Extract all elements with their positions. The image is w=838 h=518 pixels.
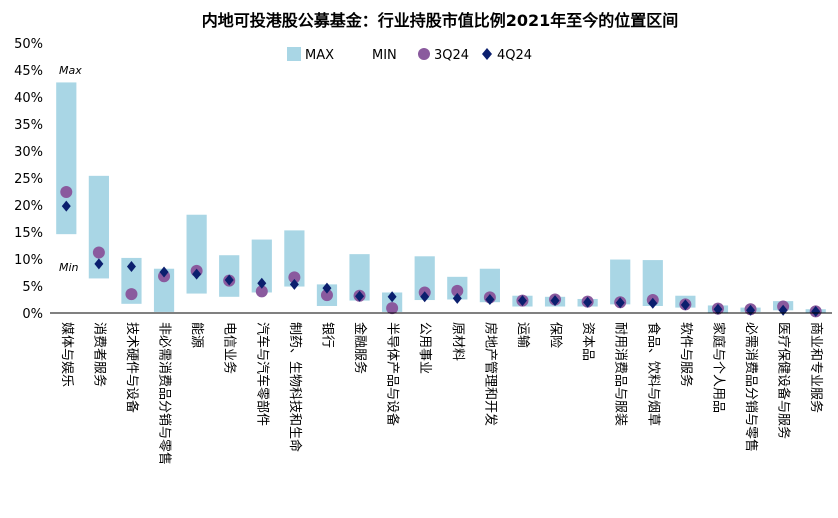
legend-3q24-label: 3Q24 [434,48,469,63]
category-label: 汽车与汽车零部件 [254,322,270,426]
point-markers [60,186,822,318]
category-label: 必需消费品分销与零售 [743,322,759,452]
category-label: 房地产管理和开发 [482,322,498,426]
y-tick-label: 40% [14,91,43,106]
point-4q24 [550,295,560,307]
point-4q24 [713,303,723,315]
legend: MAX MIN 3Q24 4Q24 [287,47,532,63]
point-4q24 [192,268,202,280]
category-label: 商业和专业服务 [808,322,824,413]
point-3q24 [386,302,399,315]
range-bar [153,268,175,312]
category-label: 耐用消费品与服装 [613,322,628,426]
category-labels: 媒体与娱乐 消费者服务 技术硬件与设备 非必需消费品分销与零售 能源 电信业务 汽车与汽车零… [59,322,824,465]
category-label: 食品、饮料与烟草 [645,322,661,426]
point-4q24 [61,200,71,212]
category-label: 银行 [319,322,334,348]
range-bar [642,260,663,306]
point-4q24 [811,305,821,317]
point-4q24 [517,295,527,307]
category-label: 半导体产品与设备 [385,322,401,426]
category-label: 资本品 [580,322,595,361]
y-tick-label: 5% [22,280,43,295]
range-bar [284,230,305,287]
category-label: 原材料 [450,322,465,361]
point-3q24 [320,289,333,302]
category-label: 家庭与个人用品 [710,322,726,413]
range-bar [349,254,370,301]
point-4q24 [126,261,136,273]
category-label: 医疗保健设备与服务 [776,322,792,439]
range-bars [56,82,826,313]
category-label: 消费者服务 [91,322,107,387]
category-label: 公用事业 [417,322,432,374]
point-4q24 [387,291,397,303]
y-tick-label: 35% [14,118,43,133]
y-tick-label: 20% [14,199,43,214]
range-bar [56,82,77,235]
legend-4q24-label: 4Q24 [497,48,532,63]
y-tick-label: 45% [14,64,43,79]
point-3q24 [60,186,73,199]
point-4q24 [257,277,267,289]
legend-max-label: MAX [305,48,334,63]
range-bar [414,256,435,301]
point-4q24 [583,296,593,308]
point-4q24 [648,297,658,309]
y-tick-label: 10% [14,253,43,268]
category-label: 软件与服务 [678,322,694,387]
range-bar [610,259,631,305]
point-4q24 [159,266,169,278]
chart-title: 内地可投港股公募基金：行业持股市值比例2021年至今的位置区间 [202,11,679,30]
category-label: 技术硬件与设备 [124,322,140,413]
point-4q24 [224,274,234,286]
category-label: 金融服务 [352,322,368,374]
category-label: 媒体与娱乐 [59,322,74,387]
point-3q24 [125,288,138,301]
point-4q24 [355,290,365,302]
y-axis: 0% 5% 10% 15% 20% 25% 30% 35% 40% 45% 50% [14,37,43,322]
category-label: 制药、生物科技和生命 [287,322,303,452]
category-label: 能源 [189,322,204,348]
y-tick-label: 15% [14,226,43,241]
point-4q24 [322,282,332,294]
legend-3q24-marker [418,48,430,60]
point-4q24 [94,258,104,270]
point-4q24 [485,294,495,305]
point-3q24 [255,285,268,298]
y-tick-label: 25% [14,172,43,187]
category-label: 保险 [548,322,563,348]
legend-4q24-marker [482,48,492,60]
point-4q24 [680,299,690,311]
legend-max-swatch [287,47,301,61]
category-label: 电信业务 [222,322,238,374]
point-3q24 [288,271,301,284]
y-tick-label: 0% [22,307,43,322]
annotation-max: Max [59,64,82,77]
category-label: 非必需消费品分销与零售 [157,322,173,465]
y-tick-label: 50% [14,37,43,52]
annotation-min: Min [59,261,79,274]
point-4q24 [420,291,430,303]
category-label: 运输 [515,322,531,348]
point-4q24 [615,297,625,309]
legend-min-label: MIN [372,48,397,63]
range-bar [186,214,207,294]
y-tick-label: 30% [14,145,43,160]
point-4q24 [452,292,462,304]
range-bar [251,239,272,293]
range-bar [479,268,500,303]
point-3q24 [451,284,464,297]
point-3q24 [92,246,105,259]
point-4q24 [289,278,299,290]
